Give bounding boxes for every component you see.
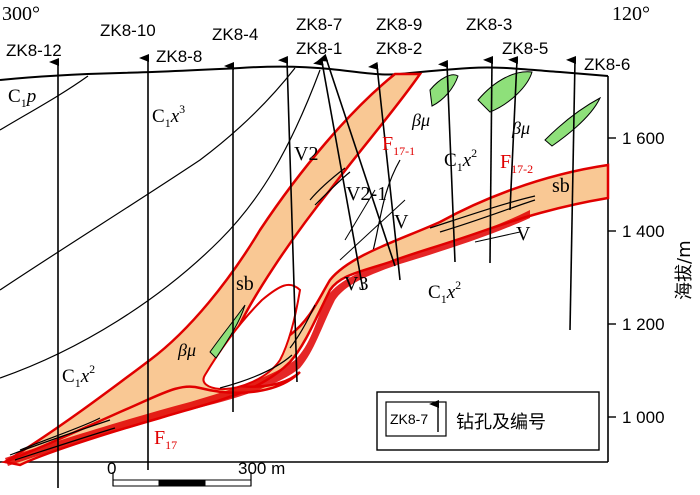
borehole-label: ZK8-1 bbox=[296, 39, 342, 58]
scale-bar bbox=[112, 472, 252, 487]
unit-c1x2-left: C1x2 bbox=[62, 362, 95, 390]
breccia-label: sb bbox=[552, 175, 570, 197]
elevation-tick-label: 1 600 bbox=[622, 129, 665, 148]
orientation-left: 300° bbox=[2, 3, 40, 25]
orebody-label-v-right: V bbox=[516, 223, 531, 245]
dyke-label: βμ bbox=[177, 340, 196, 360]
elevation-tick-label: 1 200 bbox=[622, 315, 665, 334]
fault-label-f17-2: F17-2 bbox=[500, 151, 533, 176]
borehole-label: ZK8-4 bbox=[212, 25, 258, 44]
unit-c1x2-right: C1x2 bbox=[444, 146, 477, 174]
legend-text: 钻孔及编号 bbox=[456, 412, 546, 433]
unit-c1p: C1p bbox=[8, 86, 36, 110]
dyke-label: βμ bbox=[511, 118, 530, 138]
dyke-4 bbox=[209, 304, 246, 359]
borehole-label: ZK8-7 bbox=[296, 15, 342, 34]
borehole-lines bbox=[49, 53, 577, 488]
fault-label-f17: F17 bbox=[154, 427, 177, 452]
unit-c1x3: C1x3 bbox=[152, 102, 185, 130]
borehole-label: ZK8-5 bbox=[502, 39, 548, 58]
dyke-label: βμ bbox=[411, 110, 430, 130]
dyke-3 bbox=[544, 96, 602, 147]
elevation-tick-label: 1 400 bbox=[622, 222, 665, 241]
elevation-ticks bbox=[608, 137, 616, 418]
borehole-label: ZK8-6 bbox=[584, 55, 630, 74]
c1x3-inner-boundary bbox=[0, 67, 296, 291]
minor-structure-lines bbox=[339, 189, 521, 261]
fault-label-f17-1: F17-1 bbox=[382, 133, 415, 158]
borehole-labels: ZK8-12 ZK8-10 ZK8-8 ZK8-4 ZK8-7 ZK8-1 ZK… bbox=[6, 15, 630, 74]
orebody-label-v: V bbox=[394, 211, 409, 233]
legend-symbol-label: ZK8-7 bbox=[390, 411, 428, 427]
borehole-label: ZK8-9 bbox=[376, 15, 422, 34]
orebody-label-v2-1: V2-1 bbox=[346, 183, 387, 205]
breccia-label: sb bbox=[236, 273, 254, 295]
scale-bar-end: 300 m bbox=[238, 459, 285, 478]
f17-1-breccia-zone bbox=[4, 72, 423, 464]
orebody-lenses bbox=[9, 167, 536, 461]
borehole-label: ZK8-10 bbox=[100, 21, 156, 40]
borehole-label: ZK8-2 bbox=[376, 39, 422, 58]
c1p-boundary bbox=[0, 75, 89, 131]
breccia-lens-inner bbox=[202, 283, 302, 391]
borehole-label: ZK8-8 bbox=[156, 47, 202, 66]
topographic-surface bbox=[0, 65, 609, 81]
ore-zone-red bbox=[5, 210, 530, 466]
elevation-tick-label: 1 000 bbox=[622, 408, 665, 427]
orebody-label-v2: V2 bbox=[294, 143, 318, 165]
borehole-label: ZK8-12 bbox=[6, 41, 62, 60]
unit-c1x2-mid: C1x2 bbox=[428, 278, 461, 306]
orientation-right: 120° bbox=[612, 3, 650, 25]
dyke-1 bbox=[429, 74, 459, 107]
orebody-label-v3: V3 bbox=[344, 273, 368, 295]
borehole-label: ZK8-3 bbox=[466, 15, 512, 34]
legend bbox=[376, 391, 600, 451]
elevation-axis-title: 海拔/m bbox=[674, 240, 695, 300]
scale-bar-start: 0 bbox=[107, 459, 116, 478]
